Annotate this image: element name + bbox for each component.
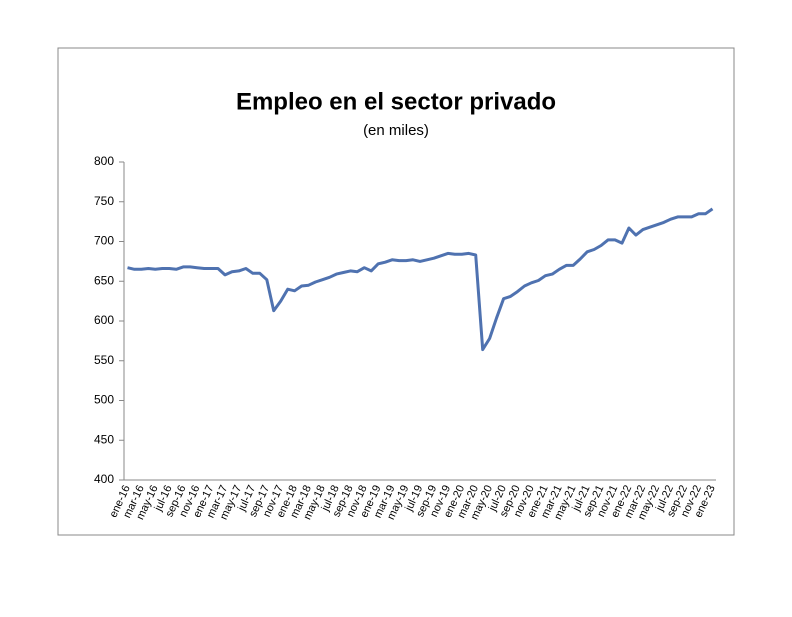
chart-subtitle: (en miles) xyxy=(363,122,429,139)
y-tick-label: 400 xyxy=(94,472,114,486)
y-tick-label: 750 xyxy=(94,194,114,208)
y-tick-label: 550 xyxy=(94,353,114,367)
chart-title: Empleo en el sector privado xyxy=(236,88,556,115)
y-tick-label: 600 xyxy=(94,313,114,327)
y-tick-label: 700 xyxy=(94,234,114,248)
line-series xyxy=(127,207,714,352)
chart-border xyxy=(57,47,735,536)
y-tick-label: 800 xyxy=(94,154,114,168)
y-tick-label: 450 xyxy=(94,432,114,446)
y-tick-label: 500 xyxy=(94,393,114,407)
y-tick-label: 650 xyxy=(94,273,114,287)
